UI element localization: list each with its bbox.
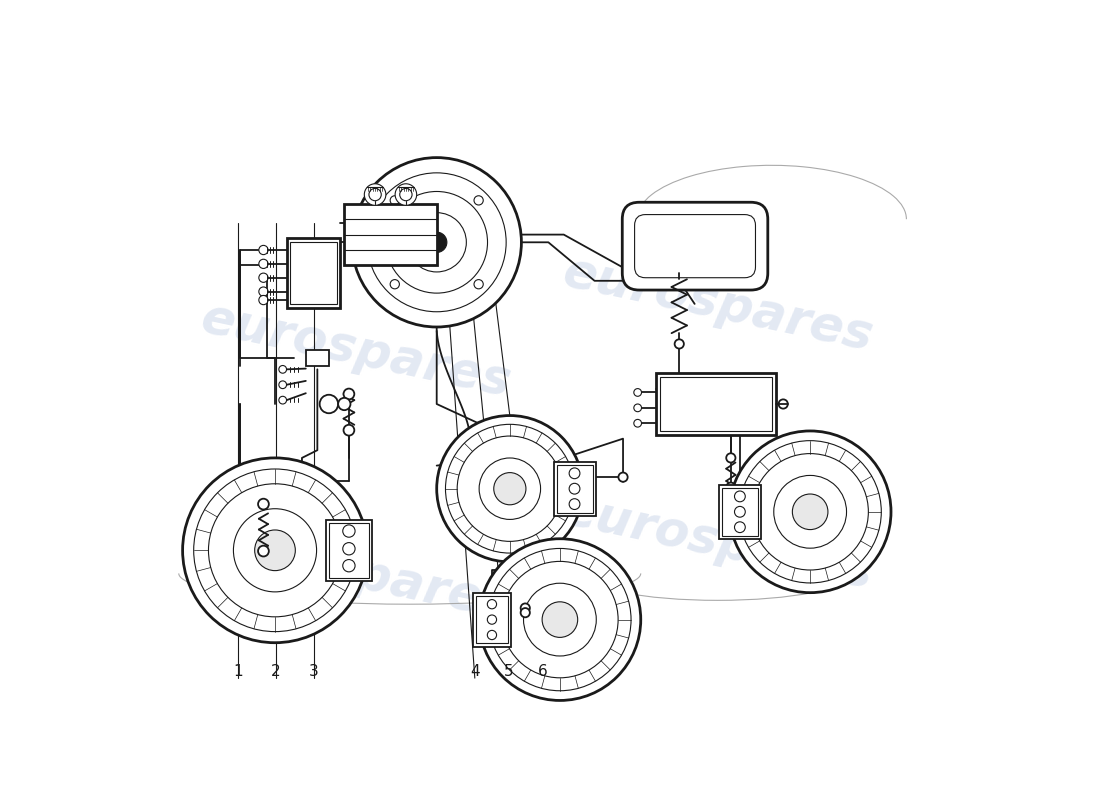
Circle shape [427, 232, 447, 253]
Circle shape [258, 498, 268, 510]
Circle shape [258, 295, 268, 305]
Circle shape [395, 184, 417, 206]
Circle shape [735, 522, 746, 533]
Circle shape [390, 280, 399, 289]
Circle shape [399, 188, 412, 201]
Text: eurospares: eurospares [558, 247, 878, 360]
Circle shape [752, 454, 868, 570]
Text: 1: 1 [233, 665, 242, 679]
Bar [660, 377, 772, 431]
Text: eurospares: eurospares [196, 517, 516, 630]
Text: 3: 3 [309, 665, 319, 679]
Circle shape [487, 630, 496, 640]
Circle shape [368, 188, 382, 201]
Circle shape [674, 339, 684, 349]
Circle shape [258, 273, 268, 282]
Circle shape [258, 546, 268, 557]
Text: 5: 5 [504, 665, 514, 679]
Bar [290, 242, 337, 304]
Bar [344, 204, 437, 266]
Circle shape [502, 562, 618, 678]
Circle shape [390, 196, 399, 205]
Circle shape [258, 246, 268, 254]
Circle shape [279, 396, 287, 404]
FancyBboxPatch shape [623, 202, 768, 290]
Circle shape [343, 542, 355, 555]
Circle shape [488, 549, 631, 690]
Bar [723, 488, 758, 536]
Circle shape [386, 191, 487, 293]
Circle shape [520, 603, 530, 613]
FancyBboxPatch shape [635, 214, 756, 278]
Circle shape [258, 287, 268, 296]
Bar [286, 238, 341, 308]
Circle shape [735, 491, 746, 502]
Circle shape [458, 436, 562, 542]
Bar [306, 350, 329, 366]
Circle shape [407, 213, 466, 272]
Circle shape [739, 441, 881, 583]
Circle shape [437, 415, 583, 562]
Circle shape [194, 469, 356, 632]
Text: eurospares: eurospares [558, 486, 878, 599]
Circle shape [480, 458, 540, 519]
Bar [329, 522, 368, 578]
Circle shape [735, 506, 746, 517]
Circle shape [343, 525, 355, 538]
Circle shape [367, 173, 506, 312]
Bar [719, 485, 761, 538]
Circle shape [634, 404, 641, 412]
Circle shape [779, 399, 788, 409]
Circle shape [233, 509, 317, 592]
Bar [326, 519, 372, 581]
Circle shape [520, 608, 530, 618]
Bar [656, 373, 776, 435]
Circle shape [320, 394, 338, 414]
Circle shape [494, 473, 526, 505]
Circle shape [634, 419, 641, 427]
Circle shape [569, 483, 580, 494]
Circle shape [729, 431, 891, 593]
Circle shape [279, 381, 287, 389]
Circle shape [726, 482, 736, 492]
Circle shape [569, 498, 580, 510]
Circle shape [352, 158, 521, 327]
Circle shape [343, 425, 354, 435]
Text: eurospares: eurospares [196, 294, 516, 406]
Circle shape [487, 599, 496, 609]
Circle shape [343, 559, 355, 572]
Bar [473, 593, 512, 646]
Circle shape [338, 398, 351, 410]
Circle shape [480, 538, 641, 701]
Circle shape [569, 468, 580, 478]
Circle shape [487, 615, 496, 624]
Circle shape [255, 530, 295, 570]
Circle shape [364, 184, 386, 206]
Circle shape [474, 280, 483, 289]
Circle shape [773, 475, 847, 548]
Circle shape [474, 196, 483, 205]
Circle shape [209, 484, 341, 617]
Circle shape [343, 389, 354, 399]
Text: 4: 4 [470, 665, 480, 679]
Circle shape [542, 602, 578, 638]
Text: 2: 2 [271, 665, 281, 679]
Circle shape [258, 259, 268, 269]
Bar [553, 462, 596, 516]
Circle shape [446, 424, 574, 553]
Circle shape [634, 389, 641, 396]
Circle shape [279, 366, 287, 373]
Text: 6: 6 [538, 665, 548, 679]
Bar [557, 465, 593, 513]
Circle shape [524, 583, 596, 656]
Circle shape [792, 494, 828, 530]
Circle shape [618, 473, 628, 482]
Circle shape [726, 454, 736, 462]
Bar [476, 596, 508, 643]
Circle shape [183, 458, 367, 642]
